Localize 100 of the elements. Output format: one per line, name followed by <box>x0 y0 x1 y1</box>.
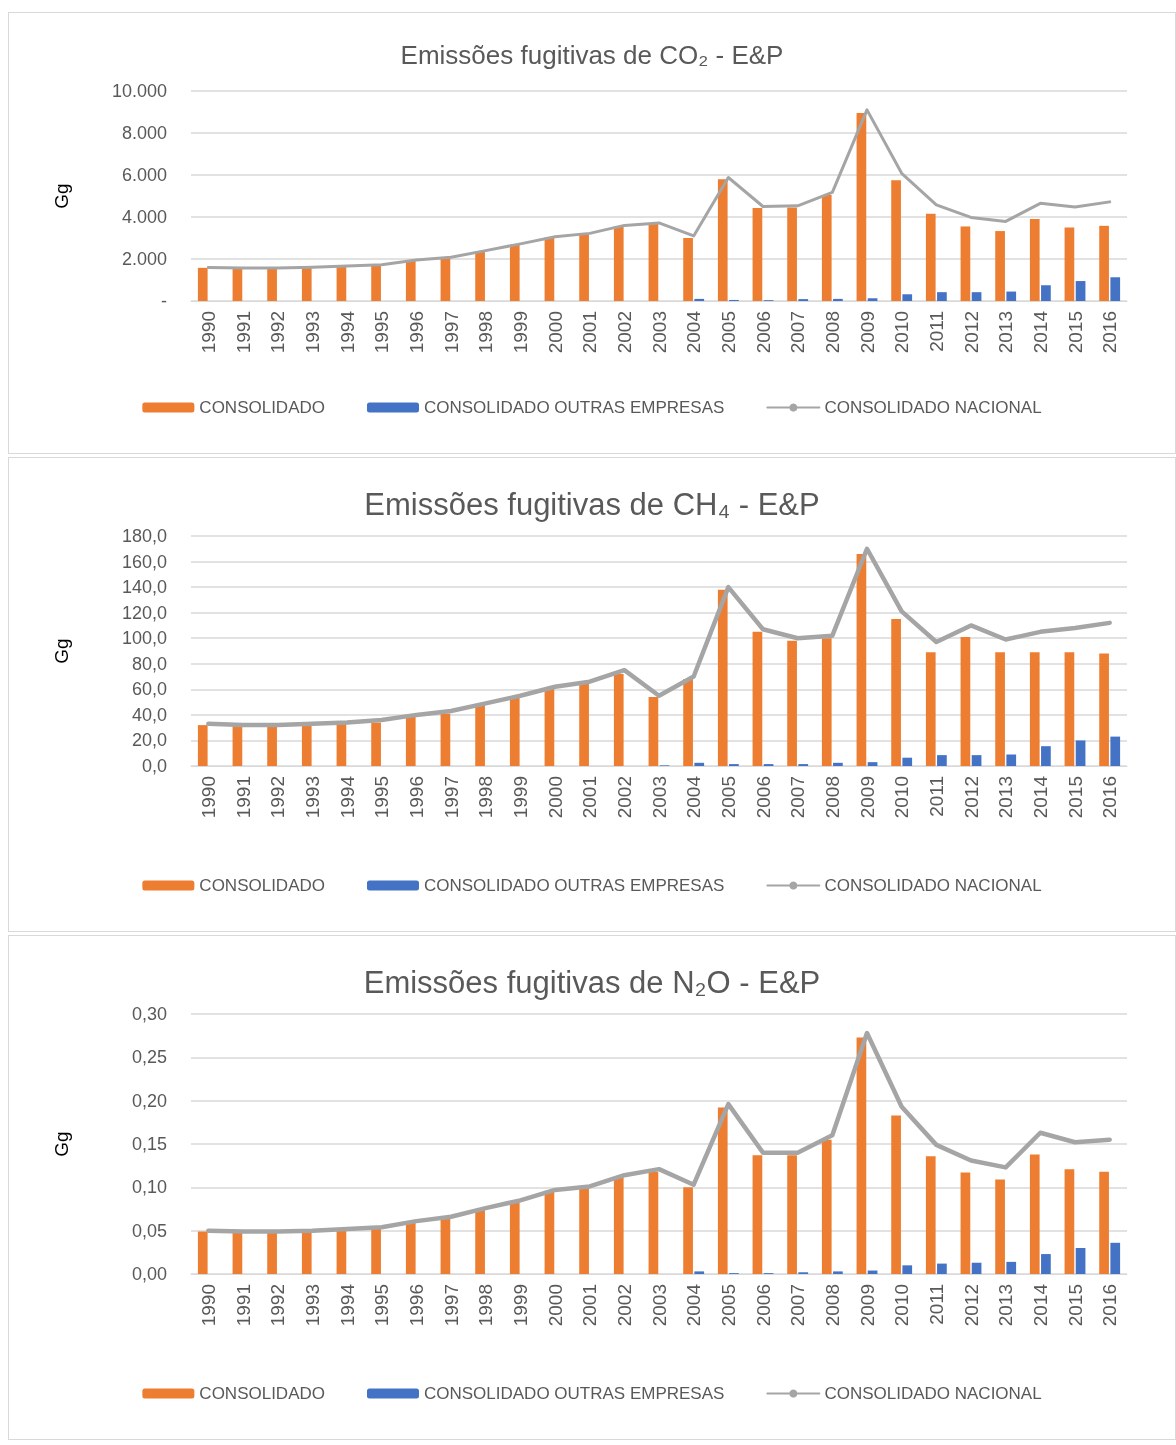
x-tick-label: 2006 <box>752 311 774 354</box>
legend-label: CONSOLIDADO NACIONAL <box>824 1384 1042 1403</box>
y-tick-label: 2.000 <box>121 249 167 269</box>
bar <box>1029 219 1040 301</box>
x-tick-label: 1994 <box>336 775 358 819</box>
bar <box>821 1139 832 1274</box>
x-tick-label: 2003 <box>648 776 670 819</box>
bar <box>971 292 982 301</box>
bar <box>925 213 936 301</box>
x-tick-label: 2012 <box>960 776 982 819</box>
bar <box>995 652 1005 766</box>
y-tick-label: 10.000 <box>111 81 167 101</box>
x-tick-label: 1991 <box>232 776 254 819</box>
bar <box>1029 652 1040 766</box>
bar <box>475 704 485 766</box>
legend-label: CONSOLIDADO NACIONAL <box>824 876 1042 895</box>
bar <box>1064 227 1075 301</box>
x-tick-label: 2002 <box>613 776 635 819</box>
x-tick-label: 2003 <box>648 1284 670 1327</box>
bar <box>440 713 451 766</box>
x-tick-label: 1995 <box>371 311 393 354</box>
bar <box>833 762 843 766</box>
y-tick-label: - <box>161 291 167 311</box>
x-tick-label: 1993 <box>301 311 323 354</box>
legend-label: CONSOLIDADO OUTRAS EMPRESAS <box>423 1384 725 1403</box>
x-tick-label: 2015 <box>1064 776 1086 819</box>
bar <box>995 231 1005 301</box>
bar <box>925 1156 936 1274</box>
bar <box>405 716 416 766</box>
bar <box>717 179 728 301</box>
x-tick-label: 2008 <box>821 776 843 819</box>
bar <box>752 1155 763 1274</box>
x-tick-label: 1997 <box>440 1284 462 1327</box>
bar <box>1075 281 1086 301</box>
bar <box>960 1172 971 1274</box>
line-series <box>206 108 1112 270</box>
bar <box>336 723 347 766</box>
bar <box>1006 291 1017 301</box>
y-tick-label: 120,0 <box>121 602 167 623</box>
x-tick-label: 2005 <box>717 1284 739 1327</box>
x-tick-label: 2015 <box>1064 311 1086 354</box>
bar <box>613 674 624 766</box>
x-tick-label: 2009 <box>856 311 878 354</box>
y-tick-label: 0,25 <box>131 1047 167 1068</box>
bar <box>752 631 763 766</box>
legend-label: CONSOLIDADO <box>199 876 325 895</box>
x-tick-label: 2006 <box>752 776 774 819</box>
y-axis-title: Gg <box>51 183 72 209</box>
x-tick-label: 2004 <box>683 775 705 819</box>
x-tick-label: 2004 <box>683 1283 705 1327</box>
legend-label: CONSOLIDADO <box>199 398 325 417</box>
line-series <box>206 1030 1112 1234</box>
bar <box>648 1171 659 1274</box>
bar <box>787 1155 797 1274</box>
x-tick-label: 2014 <box>1029 1283 1051 1327</box>
bar <box>891 1115 901 1274</box>
bar <box>683 679 693 766</box>
x-tick-label: 2016 <box>1099 776 1121 819</box>
bar <box>509 244 520 301</box>
y-axis-title: Gg <box>51 638 72 664</box>
bar <box>833 298 843 301</box>
chart-title: Emissões fugitivas de CO₂ - E&P <box>400 40 784 70</box>
bar <box>579 1187 589 1274</box>
y-tick-label: 40,0 <box>131 704 167 725</box>
bar <box>197 267 208 301</box>
bar <box>960 636 971 766</box>
x-tick-label: 2016 <box>1099 1284 1121 1327</box>
y-tick-label: 140,0 <box>121 577 167 598</box>
x-tick-label: 2000 <box>544 311 566 354</box>
bar <box>371 722 381 766</box>
x-tick-label: 2006 <box>752 1284 774 1327</box>
bar <box>867 298 878 301</box>
bar <box>752 207 763 301</box>
bar <box>509 697 520 766</box>
bar <box>902 1265 913 1274</box>
x-tick-label: 2015 <box>1064 1284 1086 1327</box>
y-tick-label: 4.000 <box>121 207 167 227</box>
y-tick-label: 0,10 <box>131 1177 167 1198</box>
x-tick-label: 2007 <box>787 311 809 354</box>
x-tick-label: 1997 <box>440 311 462 354</box>
x-tick-label: 2008 <box>821 311 843 354</box>
bar <box>902 294 913 301</box>
x-tick-label: 1990 <box>197 311 219 354</box>
bar <box>937 1263 947 1274</box>
bar <box>1075 740 1086 766</box>
x-tick-label: 2012 <box>960 311 982 354</box>
x-tick-label: 2009 <box>856 776 878 819</box>
x-tick-label: 2011 <box>925 1284 947 1325</box>
x-tick-label: 1998 <box>475 776 497 819</box>
bar <box>787 640 797 766</box>
y-tick-label: 100,0 <box>121 628 167 649</box>
bar <box>648 223 659 301</box>
x-tick-label: 2001 <box>579 311 601 354</box>
bar <box>405 260 416 301</box>
bar <box>787 207 797 301</box>
legend-label: CONSOLIDADO <box>199 1384 325 1403</box>
x-tick-label: 1998 <box>475 311 497 354</box>
bar <box>405 1222 416 1274</box>
x-tick-label: 1993 <box>301 776 323 819</box>
bar <box>891 619 901 766</box>
